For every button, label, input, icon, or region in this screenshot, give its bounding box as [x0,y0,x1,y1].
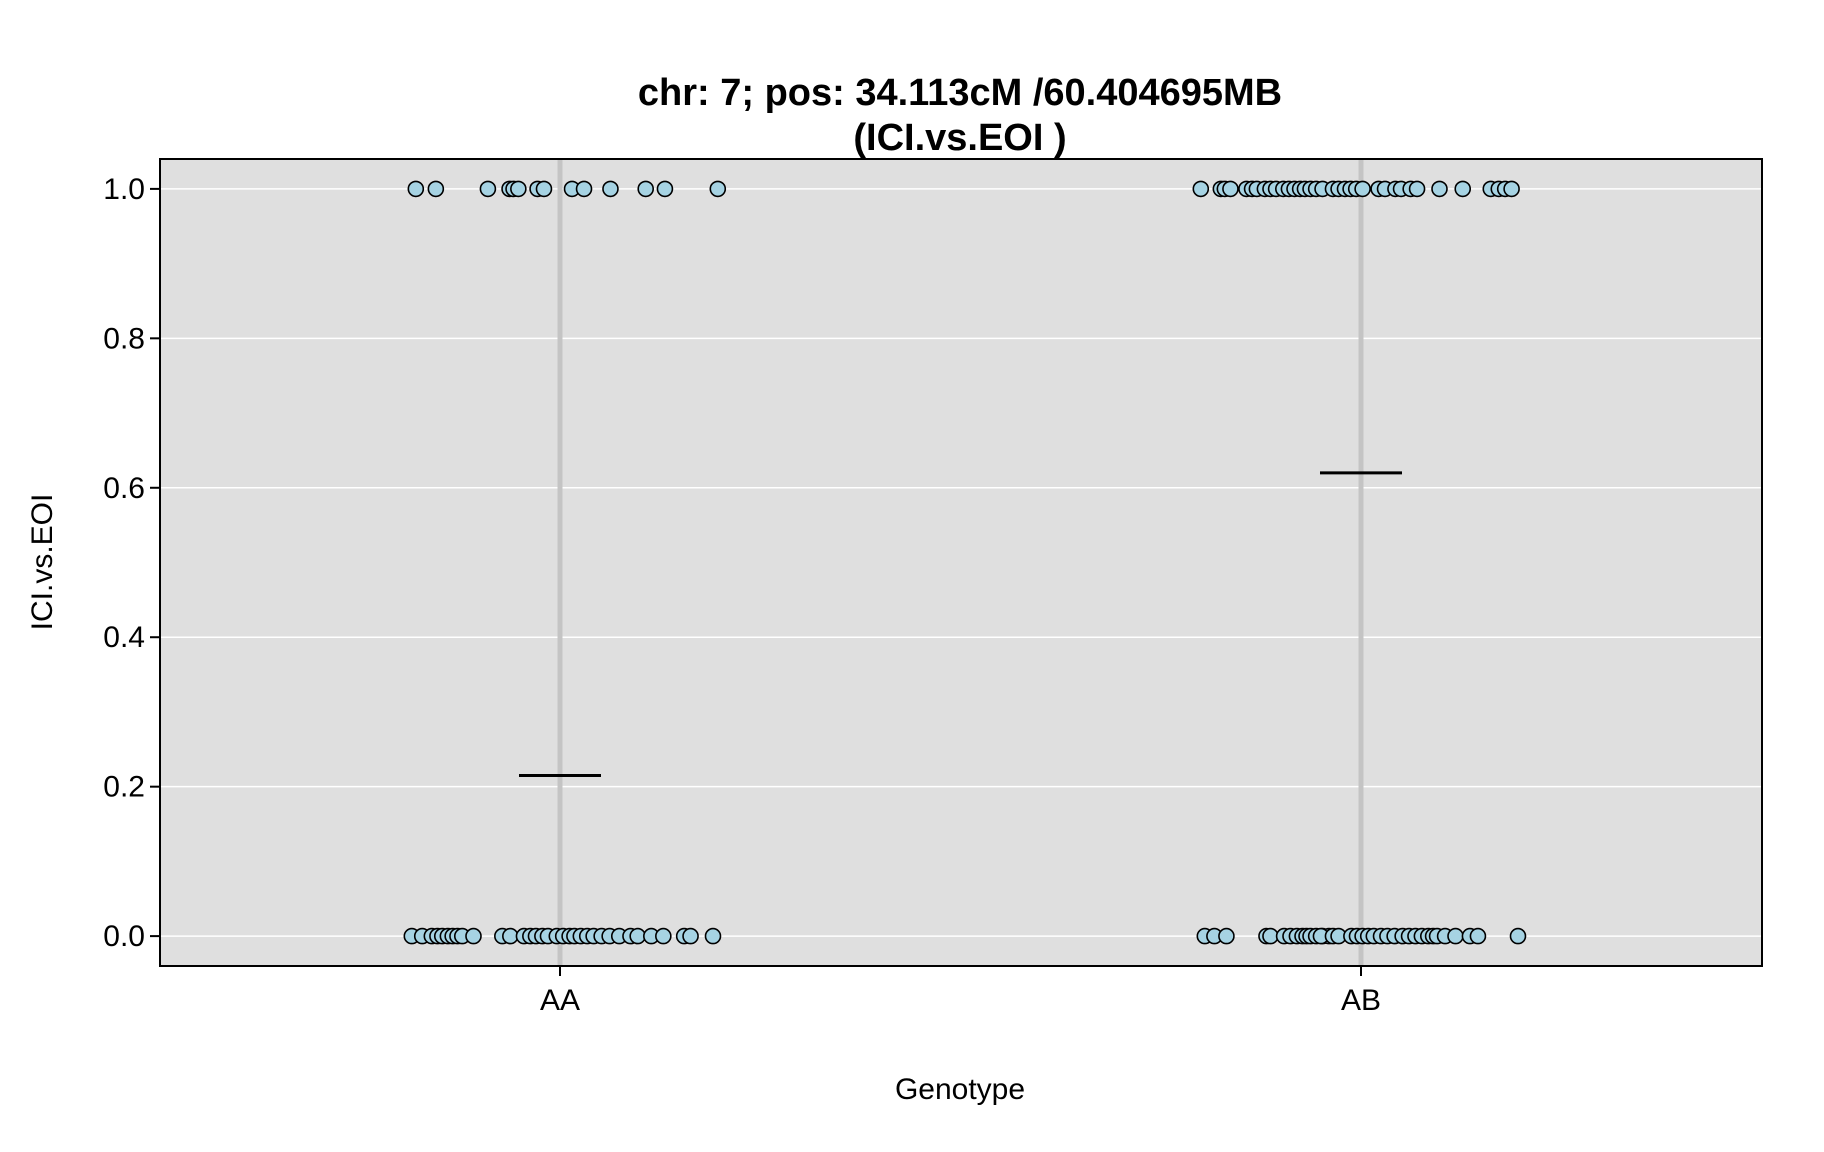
data-point [1408,180,1426,198]
x-tick-label-ab: AB [1341,984,1381,1017]
data-point [407,180,425,198]
panel-border [159,158,1763,967]
data-point [709,180,727,198]
data-point [535,180,553,198]
y-tick-label: 0.6 [103,472,145,505]
data-point [1447,927,1464,945]
y-tick-label: 0.8 [103,322,145,355]
mean-lines [519,471,1402,777]
data-point [1218,927,1235,945]
category-lines [557,159,1364,966]
data-points [403,180,1527,945]
data-point [655,927,672,945]
data-point [1262,927,1279,945]
data-point [704,927,722,945]
plot-frame [159,158,1763,967]
data-point [1222,180,1239,198]
data-point [1469,927,1487,945]
chart-title-line2: (ICI.vs.EOI ) [853,117,1066,159]
data-point [1431,180,1448,198]
data-point [1192,180,1210,198]
data-point [629,927,646,945]
plot-panel [160,159,1762,966]
data-point [1509,927,1527,945]
data-point [479,180,497,198]
data-point [427,180,445,198]
x-axis-ticks: AA AB [540,966,1381,1017]
data-point [510,180,527,198]
x-tick-label-aa: AA [540,984,580,1017]
data-point [1454,180,1472,198]
data-point [575,180,593,198]
data-point [682,927,699,945]
data-point [656,180,674,198]
panel-background [160,159,1762,966]
y-tick-label: 0.4 [103,621,145,654]
y-tick-label: 0.2 [103,771,145,804]
y-axis-label: ICI.vs.EOI [26,494,59,631]
y-tick-label: 0.0 [103,920,145,953]
data-point [1354,180,1371,198]
y-tick-label: 1.0 [103,173,145,206]
x-axis-label: Genotype [895,1073,1025,1106]
data-point [465,927,482,945]
y-axis-ticks: 0.0 0.2 0.4 0.6 0.8 1.0 [103,173,160,953]
data-point [637,180,655,198]
data-point [602,180,619,198]
chart-title-line1: chr: 7; pos: 34.113cM /60.404695MB [638,72,1282,114]
data-point [1503,180,1520,198]
data-point [502,927,519,945]
